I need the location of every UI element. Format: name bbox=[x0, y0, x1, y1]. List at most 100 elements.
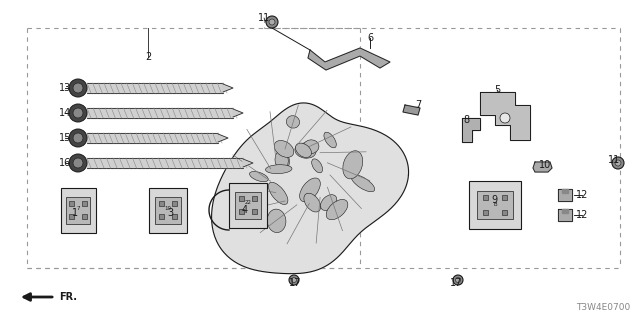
Text: 7: 7 bbox=[76, 205, 80, 211]
Circle shape bbox=[69, 104, 87, 122]
Circle shape bbox=[612, 157, 624, 169]
Text: T3W4E0700: T3W4E0700 bbox=[576, 303, 630, 312]
Bar bbox=[66, 196, 90, 223]
Text: 14: 14 bbox=[59, 108, 71, 118]
Text: 4: 4 bbox=[242, 205, 248, 215]
Polygon shape bbox=[462, 118, 480, 142]
Polygon shape bbox=[562, 209, 568, 213]
Bar bbox=[61, 188, 96, 233]
Bar bbox=[229, 183, 267, 228]
Ellipse shape bbox=[244, 211, 268, 228]
Ellipse shape bbox=[250, 172, 268, 182]
Text: 12: 12 bbox=[576, 190, 588, 200]
Bar bbox=[235, 191, 261, 219]
Ellipse shape bbox=[275, 140, 294, 157]
Ellipse shape bbox=[321, 195, 337, 211]
Polygon shape bbox=[558, 189, 572, 201]
Text: 15: 15 bbox=[59, 133, 71, 143]
Circle shape bbox=[453, 275, 463, 285]
Ellipse shape bbox=[303, 140, 319, 154]
Bar bbox=[159, 214, 164, 219]
Text: 17: 17 bbox=[289, 278, 301, 288]
Bar bbox=[252, 209, 257, 214]
Circle shape bbox=[266, 16, 278, 28]
Circle shape bbox=[615, 160, 621, 166]
Polygon shape bbox=[403, 105, 420, 115]
Circle shape bbox=[73, 108, 83, 118]
Ellipse shape bbox=[304, 193, 321, 212]
Bar bbox=[159, 201, 164, 206]
Text: 16: 16 bbox=[59, 158, 71, 168]
Bar bbox=[469, 181, 521, 229]
Polygon shape bbox=[558, 209, 572, 221]
Bar bbox=[483, 210, 488, 215]
Bar bbox=[69, 214, 74, 219]
Circle shape bbox=[73, 158, 83, 168]
Text: 10: 10 bbox=[539, 160, 551, 170]
Text: 11: 11 bbox=[258, 13, 270, 23]
Text: 7: 7 bbox=[415, 100, 421, 110]
Text: 1: 1 bbox=[72, 208, 78, 218]
Ellipse shape bbox=[295, 143, 316, 158]
Ellipse shape bbox=[286, 116, 300, 128]
Ellipse shape bbox=[326, 199, 348, 220]
Ellipse shape bbox=[312, 159, 323, 173]
Circle shape bbox=[291, 277, 296, 283]
Ellipse shape bbox=[275, 151, 288, 170]
Circle shape bbox=[456, 277, 461, 283]
Text: 8: 8 bbox=[463, 115, 469, 125]
Bar bbox=[252, 196, 257, 201]
Bar bbox=[239, 196, 244, 201]
Text: 5: 5 bbox=[494, 85, 500, 95]
Text: 2: 2 bbox=[145, 52, 151, 62]
Polygon shape bbox=[218, 134, 228, 142]
Text: 22: 22 bbox=[244, 201, 252, 205]
Ellipse shape bbox=[268, 182, 288, 204]
Ellipse shape bbox=[300, 178, 320, 202]
Circle shape bbox=[73, 83, 83, 93]
Polygon shape bbox=[212, 103, 408, 274]
Polygon shape bbox=[233, 109, 243, 117]
Text: 3: 3 bbox=[167, 208, 173, 218]
Bar bbox=[155, 196, 181, 223]
Polygon shape bbox=[562, 189, 568, 193]
Bar bbox=[172, 214, 177, 219]
Bar bbox=[172, 201, 177, 206]
Bar bbox=[239, 209, 244, 214]
Text: 12: 12 bbox=[576, 210, 588, 220]
Polygon shape bbox=[533, 162, 552, 172]
Circle shape bbox=[289, 275, 299, 285]
Bar bbox=[502, 210, 507, 215]
Polygon shape bbox=[243, 159, 253, 167]
Ellipse shape bbox=[324, 132, 336, 148]
Text: 6: 6 bbox=[367, 33, 373, 43]
Bar bbox=[82, 201, 86, 206]
Circle shape bbox=[69, 154, 87, 172]
Ellipse shape bbox=[277, 152, 289, 169]
Text: 9: 9 bbox=[491, 195, 497, 205]
Bar bbox=[149, 188, 187, 233]
Ellipse shape bbox=[351, 175, 374, 192]
Ellipse shape bbox=[296, 143, 312, 157]
Text: 11: 11 bbox=[608, 155, 620, 165]
Polygon shape bbox=[480, 92, 530, 140]
Text: 10: 10 bbox=[164, 205, 172, 211]
Bar bbox=[69, 201, 74, 206]
Text: 17: 17 bbox=[450, 278, 462, 288]
Bar bbox=[82, 214, 86, 219]
Bar bbox=[483, 195, 488, 200]
Circle shape bbox=[69, 129, 87, 147]
Circle shape bbox=[269, 19, 275, 25]
Ellipse shape bbox=[343, 151, 363, 179]
Bar bbox=[502, 195, 507, 200]
Circle shape bbox=[500, 113, 510, 123]
Ellipse shape bbox=[266, 165, 292, 174]
Ellipse shape bbox=[268, 209, 286, 233]
Polygon shape bbox=[223, 84, 233, 92]
Polygon shape bbox=[308, 48, 390, 70]
Text: B: B bbox=[493, 203, 497, 207]
Bar bbox=[477, 191, 513, 220]
Circle shape bbox=[69, 79, 87, 97]
Text: 13: 13 bbox=[59, 83, 71, 93]
Text: FR.: FR. bbox=[59, 292, 77, 302]
